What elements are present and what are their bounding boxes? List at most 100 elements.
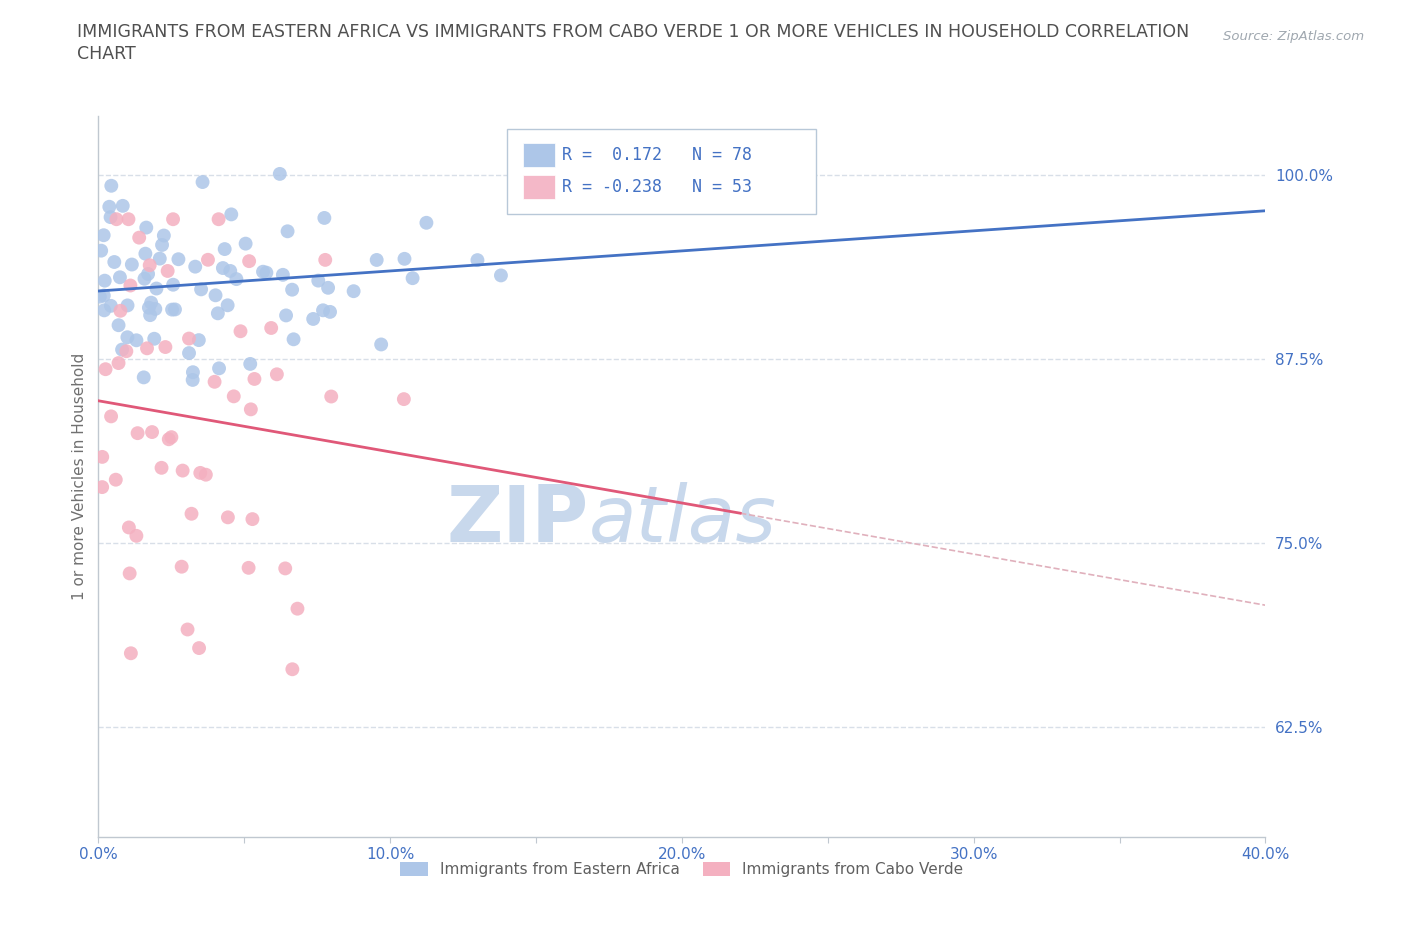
Point xyxy=(188,641,211,656)
Point xyxy=(134,272,156,286)
Text: R =  0.172   N = 78: R = 0.172 N = 78 xyxy=(562,146,752,165)
Point xyxy=(217,298,239,312)
Point xyxy=(157,432,180,446)
Point xyxy=(132,370,155,385)
Point xyxy=(93,228,115,243)
Point xyxy=(260,321,283,336)
Point xyxy=(172,463,194,478)
Point xyxy=(664,174,686,189)
Point xyxy=(134,246,156,261)
Point xyxy=(150,237,173,252)
Point xyxy=(141,425,163,440)
Point xyxy=(100,299,122,313)
Point xyxy=(184,259,207,274)
Point xyxy=(98,199,121,214)
Point xyxy=(188,465,211,480)
Point xyxy=(181,365,204,379)
Point xyxy=(115,344,138,359)
Point xyxy=(160,430,183,445)
Point xyxy=(208,361,231,376)
Point xyxy=(222,389,245,404)
Point xyxy=(125,528,148,543)
Point xyxy=(108,270,131,285)
Point xyxy=(191,175,214,190)
Point xyxy=(269,166,291,181)
Point xyxy=(125,333,148,348)
Point xyxy=(110,303,132,318)
Point xyxy=(401,271,423,286)
Point xyxy=(415,216,437,231)
Point xyxy=(139,295,162,310)
Point xyxy=(162,212,184,227)
Point xyxy=(136,267,159,282)
Point xyxy=(117,298,139,312)
Point xyxy=(103,255,125,270)
Point xyxy=(105,212,128,227)
Point xyxy=(100,209,122,224)
Point xyxy=(212,260,235,275)
Point xyxy=(319,304,342,319)
Point xyxy=(266,366,288,381)
Point xyxy=(136,341,159,356)
Point xyxy=(111,342,134,357)
Point xyxy=(121,257,143,272)
Point xyxy=(111,198,134,213)
Point xyxy=(138,300,160,315)
Point xyxy=(394,251,416,266)
Point xyxy=(204,288,226,303)
Point xyxy=(467,253,489,268)
Point xyxy=(170,559,193,574)
Point xyxy=(370,337,392,352)
Point xyxy=(143,301,166,316)
Point xyxy=(214,242,236,257)
Point xyxy=(167,252,190,267)
Y-axis label: 1 or more Vehicles in Household: 1 or more Vehicles in Household xyxy=(72,353,87,600)
Point xyxy=(243,371,266,386)
Point xyxy=(219,263,242,278)
Point xyxy=(252,264,274,279)
Point xyxy=(366,253,388,268)
Point xyxy=(343,284,366,299)
FancyBboxPatch shape xyxy=(508,129,815,214)
Text: Source: ZipAtlas.com: Source: ZipAtlas.com xyxy=(1223,30,1364,43)
Point xyxy=(118,520,141,535)
Point xyxy=(104,472,127,487)
Point xyxy=(254,265,277,280)
Point xyxy=(190,282,212,297)
Point xyxy=(100,179,122,193)
Point xyxy=(307,273,329,288)
Point xyxy=(207,212,229,227)
Point xyxy=(277,224,299,239)
Point xyxy=(117,212,139,227)
Point xyxy=(160,302,183,317)
Text: R = -0.238   N = 53: R = -0.238 N = 53 xyxy=(562,178,752,196)
Point xyxy=(93,288,115,303)
Point xyxy=(117,330,139,345)
Point xyxy=(127,426,149,441)
Legend: Immigrants from Eastern Africa, Immigrants from Cabo Verde: Immigrants from Eastern Africa, Immigran… xyxy=(394,856,970,884)
Point xyxy=(128,231,150,246)
Point xyxy=(138,258,160,272)
Point xyxy=(135,220,157,235)
Point xyxy=(90,244,112,259)
Point xyxy=(204,375,226,390)
Point xyxy=(219,207,242,222)
Point xyxy=(91,480,114,495)
Point xyxy=(89,289,111,304)
Point xyxy=(180,506,202,521)
Point xyxy=(177,331,200,346)
Point xyxy=(312,303,335,318)
Point xyxy=(239,356,262,371)
Text: atlas: atlas xyxy=(589,482,776,558)
Point xyxy=(217,510,239,525)
Point xyxy=(207,306,229,321)
Point xyxy=(177,346,200,361)
Point xyxy=(287,601,309,616)
Point xyxy=(235,236,257,251)
Point xyxy=(156,263,179,278)
Point xyxy=(107,318,129,333)
Point xyxy=(225,272,247,286)
Point xyxy=(91,449,114,464)
Point xyxy=(316,280,339,295)
Point xyxy=(150,460,173,475)
